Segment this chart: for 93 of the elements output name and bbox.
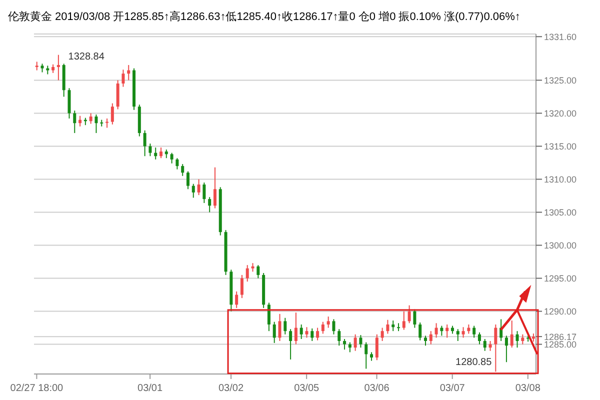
candlestick (456, 328, 460, 342)
candlestick (116, 80, 120, 110)
chart-title: 伦敦黄金 2019/03/08 开1285.85↑高1286.63↑低1285.40↑收1286.17↑量0 仓0 增0 振0.10% 涨(0.77)0.06%↑ (8, 10, 522, 25)
candlestick (326, 316, 330, 328)
y-tick-label: 1295.00 (544, 273, 577, 284)
candlestick (321, 321, 324, 334)
candlestick (289, 328, 292, 360)
y-tick-label: 1300.00 (544, 240, 577, 250)
x-tick-label: 02/27 18:00 (10, 383, 64, 394)
candlestick (278, 313, 282, 342)
candlestick (408, 304, 411, 324)
candlestick (89, 112, 92, 124)
candlestick (181, 164, 184, 176)
candlestick (510, 320, 514, 348)
x-tick-label: 03/02 (218, 383, 244, 394)
candlestick (56, 54, 60, 81)
y-tick-label: 1325.00 (544, 75, 577, 86)
candlestick (267, 302, 270, 332)
candlestick (284, 317, 287, 335)
x-tick-label: 03/05 (294, 383, 320, 394)
y-tick-label: 1331.60 (544, 32, 577, 42)
y-tick-label: 1305.00 (544, 207, 577, 218)
candlestick (78, 115, 82, 127)
candlestick (160, 147, 162, 159)
y-tick-label: 1285.00 (544, 339, 577, 350)
candlestick (240, 274, 244, 299)
candlestick (380, 327, 384, 342)
candlestick (462, 326, 465, 338)
candlestick (521, 334, 524, 345)
candlestick (434, 322, 438, 338)
candlestick (392, 320, 395, 332)
candlestick (106, 118, 109, 128)
candlestick (354, 334, 357, 352)
x-tick-label: 03/01 (138, 383, 163, 394)
candlestick (272, 321, 276, 344)
y-tick-label: 1315.00 (544, 141, 577, 152)
candlestick (202, 182, 206, 204)
candlestick (418, 322, 422, 341)
y-tick-label: 1290.00 (544, 306, 577, 316)
candlestick (197, 178, 200, 196)
candlestick (246, 264, 249, 282)
y-tick-label: 1286.17 (544, 332, 577, 342)
candlestick (338, 328, 341, 346)
candlestick (386, 319, 390, 334)
candlestick (94, 114, 98, 134)
candlestick (122, 69, 125, 88)
candlestick (170, 152, 174, 164)
candlestick (359, 334, 362, 348)
annotation: 1280.85 (456, 356, 492, 368)
candlestick (213, 166, 216, 209)
candlestick (424, 335, 427, 346)
candlestick (68, 88, 71, 120)
candlestick (110, 102, 114, 125)
candlestick (343, 338, 346, 350)
y-tick-label: 1320.00 (544, 108, 577, 118)
candlestick (440, 325, 444, 336)
candlestick (472, 325, 476, 338)
x-tick-label: 03/06 (364, 383, 390, 394)
candlestick (488, 340, 492, 352)
x-tick-label: 03/08 (515, 383, 541, 394)
candlestick (364, 342, 368, 370)
candlestick (310, 328, 314, 342)
candlestick (429, 330, 432, 345)
candlestick (413, 308, 416, 328)
candlestick (516, 330, 519, 348)
candlestick (154, 147, 158, 160)
candlestick (316, 327, 320, 341)
candlestick (478, 332, 481, 345)
y-tick-label: 1310.00 (544, 174, 577, 184)
candlestick (127, 64, 130, 81)
candlestick (208, 196, 212, 213)
candlestick (402, 310, 406, 330)
candlestick (446, 324, 449, 338)
candlestick (300, 324, 303, 340)
annotation: 1328.84 (68, 51, 105, 62)
candlestick (305, 326, 308, 338)
candlestick (176, 158, 179, 170)
candlestick (143, 130, 146, 157)
candlestick (348, 342, 352, 353)
candlestick (186, 170, 190, 190)
candlestick (148, 143, 152, 157)
candlestick (192, 183, 195, 198)
candlestick (467, 324, 470, 334)
candlestick (235, 290, 238, 308)
candlestick (256, 264, 260, 279)
x-tick-label: 03/07 (440, 383, 466, 394)
candlestick (332, 318, 336, 335)
candlestick (73, 110, 76, 134)
candlestick (504, 335, 508, 363)
candlestick (494, 324, 498, 372)
candlestick (294, 312, 298, 345)
candlestick (483, 338, 486, 352)
candlestick (375, 334, 378, 361)
